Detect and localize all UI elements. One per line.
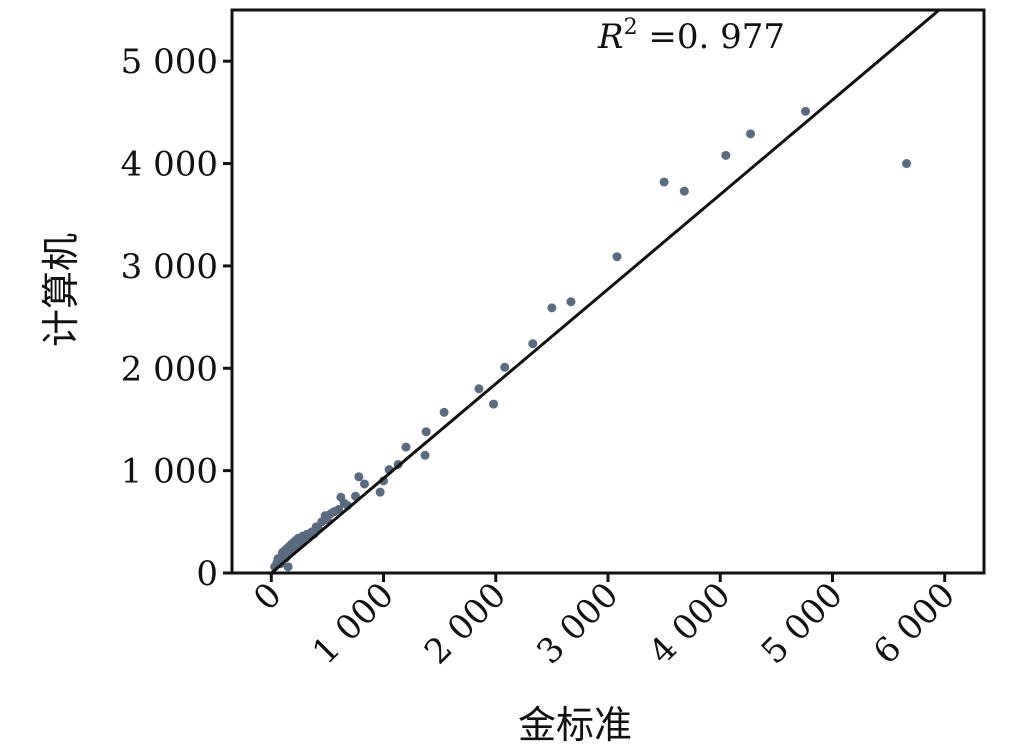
r-squared-annotation: R2 =0. 977 [597, 15, 785, 57]
data-point [679, 186, 689, 196]
data-point [334, 505, 344, 515]
x-axis: 0 1 000 2 000 3 000 4 000 5 000 6 000 [246, 573, 963, 672]
data-point [566, 297, 576, 307]
data-point [474, 384, 484, 394]
x-tick-label: 1 000 [305, 575, 402, 672]
y-tick-label: 2 000 [121, 349, 218, 389]
data-point [500, 362, 510, 372]
data-point [902, 159, 912, 169]
r-squared-value: =0. 977 [638, 17, 785, 57]
regression-line [270, 8, 941, 575]
y-tick-label: 4 000 [121, 145, 218, 185]
data-point [359, 479, 369, 489]
data-point [283, 562, 293, 572]
data-point [721, 150, 731, 160]
r-symbol: R [597, 17, 624, 57]
data-point [354, 472, 364, 482]
data-point [659, 177, 669, 187]
y-axis-title: 计算机 [39, 233, 83, 347]
data-point [612, 252, 622, 262]
y-tick-label: 3 000 [121, 247, 218, 287]
y-axis: 0 1 000 2 000 3 000 4 000 5 000 [121, 42, 232, 594]
plot-frame [230, 8, 986, 575]
data-point [528, 339, 538, 349]
x-tick-label: 2 000 [417, 575, 514, 672]
data-point [489, 399, 499, 409]
y-tick-label: 0 [196, 554, 218, 594]
x-axis-title: 金标准 [518, 703, 632, 746]
x-tick-label: 5 000 [754, 575, 851, 672]
data-point [421, 427, 431, 437]
data-point [375, 487, 385, 497]
y-tick-label: 1 000 [121, 452, 218, 492]
data-point [439, 407, 449, 417]
x-tick-label: 3 000 [529, 575, 626, 672]
x-tick-label: 4 000 [641, 575, 738, 672]
x-tick-label: 6 000 [866, 575, 963, 672]
data-point [746, 129, 756, 139]
data-point [547, 303, 557, 313]
data-points [270, 106, 912, 572]
y-tick-label: 5 000 [121, 42, 218, 82]
data-point [401, 442, 411, 452]
x-tick-label: 0 [246, 575, 290, 619]
r-superscript: 2 [624, 15, 638, 40]
data-point [420, 450, 430, 460]
data-point [801, 106, 811, 116]
